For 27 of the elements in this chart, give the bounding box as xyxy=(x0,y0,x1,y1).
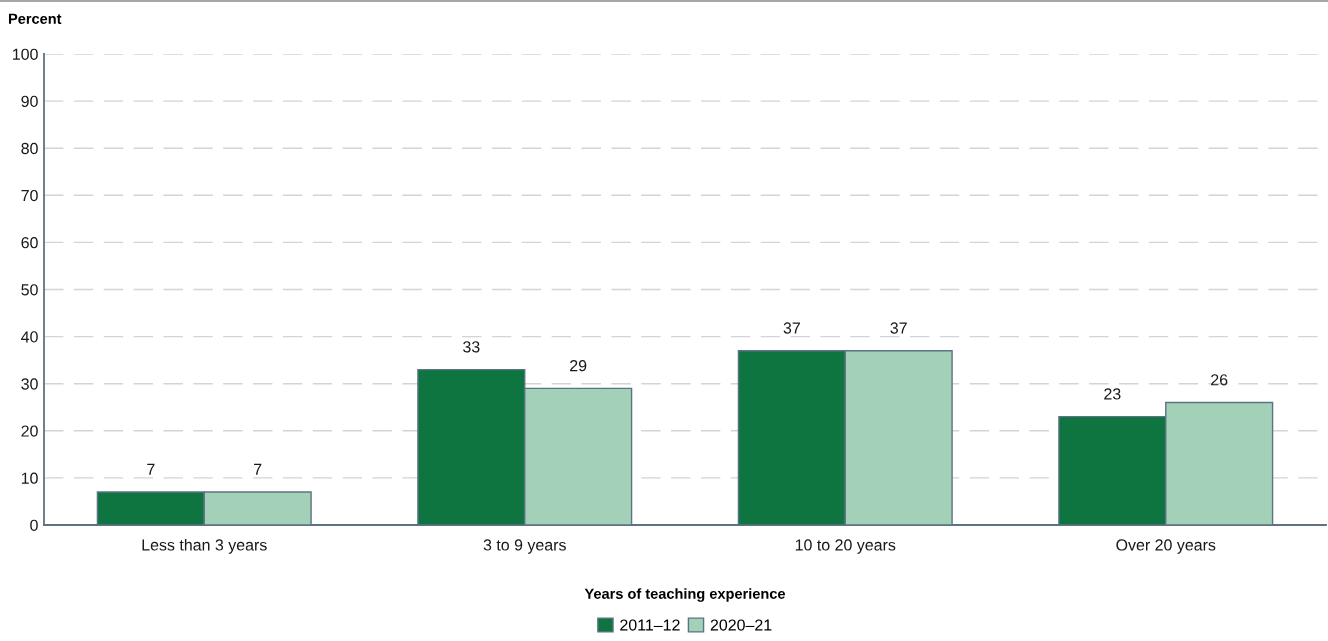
data-label: 26 xyxy=(1211,374,1228,386)
data-label: 37 xyxy=(783,322,800,334)
y-tick-label: 20 xyxy=(21,425,38,437)
y-tick-label: 40 xyxy=(21,331,38,343)
y-tick-label: 100 xyxy=(13,48,38,60)
legend-label: 2020–21 xyxy=(710,619,772,631)
y-tick-label: 30 xyxy=(21,378,38,390)
x-tick-label: Over 20 years xyxy=(1116,539,1216,554)
legend-label: 2011–12 xyxy=(620,619,680,631)
x-tick-label: 10 to 20 years xyxy=(795,539,896,554)
y-tick-label: 0 xyxy=(30,519,38,531)
y-tick-label: 60 xyxy=(21,237,38,249)
y-tick-label: 10 xyxy=(21,472,38,484)
data-label: 7 xyxy=(254,463,262,475)
x-axis-title: Years of teaching experience xyxy=(584,588,786,602)
y-tick-label: 50 xyxy=(21,284,38,296)
y-axis-title: Percent xyxy=(8,13,62,24)
x-tick-label: Less than 3 years xyxy=(142,538,267,554)
data-label: 29 xyxy=(570,360,587,372)
data-label: 37 xyxy=(890,322,907,334)
data-label: 33 xyxy=(463,341,480,353)
y-tick-label: 90 xyxy=(21,95,38,108)
y-tick-label: 70 xyxy=(21,189,38,202)
y-tick-label: 80 xyxy=(21,142,38,155)
data-label: 23 xyxy=(1104,388,1121,400)
x-tick-label: 3 to 9 years xyxy=(483,539,566,554)
data-label: 7 xyxy=(147,463,155,475)
